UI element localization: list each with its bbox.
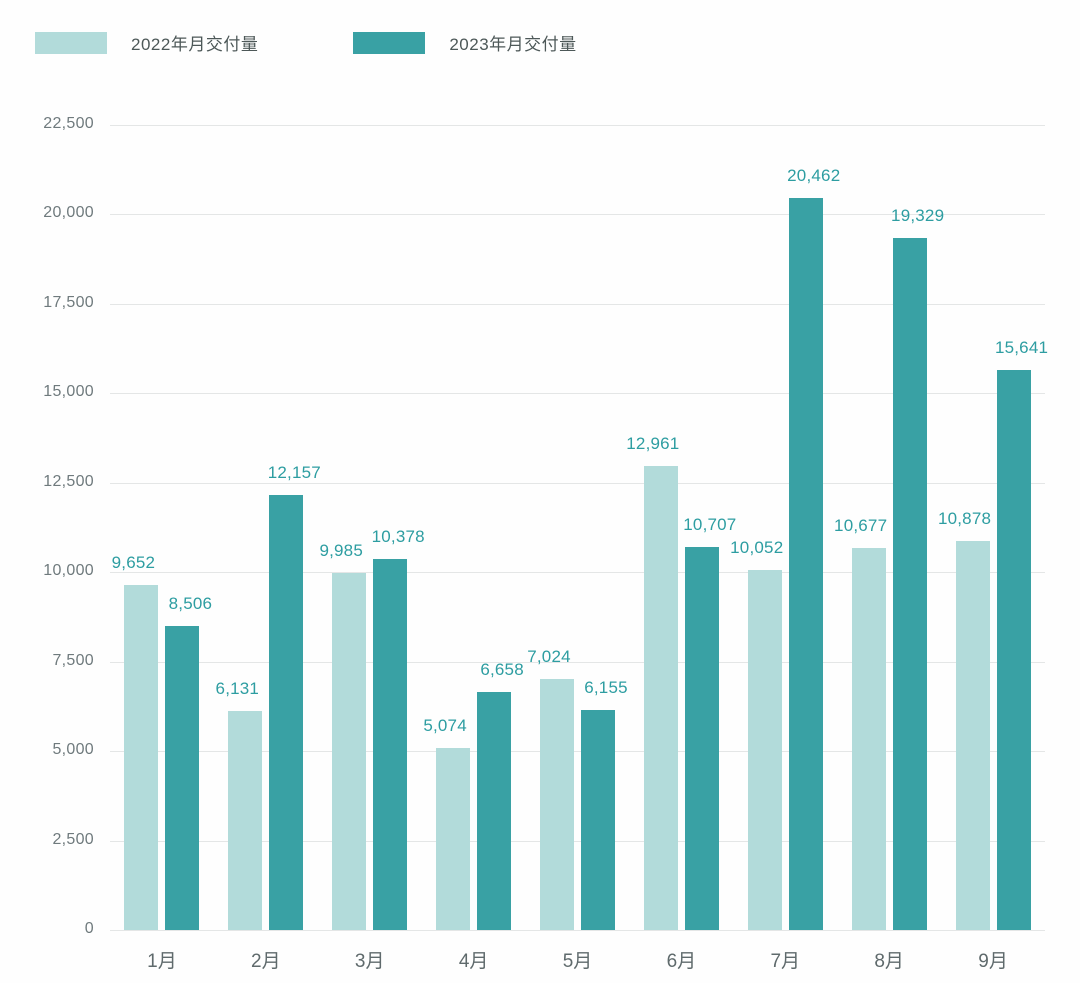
bar-2022年月交付量-3月	[332, 572, 367, 930]
bar-2023年月交付量-9月	[996, 370, 1031, 930]
legend-swatch-2023	[353, 31, 426, 54]
legend-label-2023: 2023年月交付量	[449, 35, 577, 54]
bar-2022年月交付量-9月	[955, 540, 990, 930]
gridline	[110, 393, 1045, 395]
value-label: 10,707	[683, 514, 737, 534]
value-label: 10,878	[937, 508, 992, 528]
legend-item-2023: 2023年月交付量	[353, 30, 576, 55]
gridline	[110, 214, 1045, 216]
y-axis-tick-label: 5,000	[52, 741, 94, 759]
value-label: 10,378	[371, 526, 425, 546]
value-label: 6,155	[584, 677, 628, 697]
bar-2022年月交付量-6月	[643, 466, 678, 930]
y-axis-tick-label: 15,000	[43, 383, 94, 401]
bar-2023年月交付量-3月	[373, 558, 408, 930]
gridline	[110, 661, 1045, 663]
value-label: 20,462	[787, 165, 841, 185]
bar-2023年月交付量-6月	[684, 546, 719, 930]
bar-2023年月交付量-5月	[581, 709, 615, 930]
y-axis-tick-label: 10,000	[43, 562, 94, 580]
y-axis-tick-label: 0	[84, 920, 94, 937]
legend: 2022年月交付量 2023年月交付量	[35, 30, 672, 55]
value-label: 10,677	[834, 516, 888, 535]
value-label: 7,024	[527, 646, 571, 666]
legend-swatch-2022	[35, 31, 107, 54]
bar-2023年月交付量-2月	[269, 495, 304, 930]
legend-label-2022: 2022年月交付量	[131, 35, 259, 54]
x-axis-tick-label: 7月	[770, 951, 801, 972]
y-axis-tick-label: 12,500	[43, 472, 94, 490]
value-label: 9,652	[111, 552, 156, 572]
x-axis-tick-label: 4月	[458, 951, 489, 972]
y-axis-tick-label: 20,000	[43, 204, 94, 222]
bar-2022年月交付量-4月	[436, 748, 471, 930]
x-axis-tick-label: 5月	[562, 951, 593, 972]
value-label: 6,131	[215, 678, 260, 698]
bar-2022年月交付量-1月	[124, 584, 159, 930]
gridline	[110, 303, 1045, 305]
x-axis-tick-label: 1月	[147, 951, 177, 972]
x-axis-tick-label: 9月	[978, 951, 1008, 972]
gridline	[110, 840, 1045, 842]
x-axis-tick-label: 3月	[354, 951, 385, 972]
bar-2022年月交付量-8月	[851, 548, 886, 930]
gridline	[110, 482, 1045, 484]
value-label: 15,641	[994, 338, 1049, 358]
gridline	[110, 930, 1045, 931]
x-axis-tick-label: 2月	[251, 951, 281, 972]
value-label: 12,961	[626, 434, 680, 454]
bar-2023年月交付量-4月	[477, 691, 512, 930]
y-axis-tick-label: 22,500	[43, 115, 94, 132]
value-label: 9,985	[319, 540, 363, 560]
bar-2023年月交付量-7月	[788, 197, 823, 930]
bar-2023年月交付量-1月	[165, 625, 200, 930]
x-axis-tick-label: 8月	[874, 951, 904, 972]
bar-2022年月交付量-7月	[747, 570, 782, 930]
value-label: 6,658	[480, 659, 524, 679]
x-axis-tick-label: 6月	[666, 951, 697, 972]
value-label: 8,506	[168, 593, 213, 613]
y-axis-tick-label: 17,500	[43, 293, 94, 311]
bar-2022年月交付量-5月	[540, 678, 574, 930]
value-label: 19,329	[891, 206, 945, 226]
legend-item-2022: 2022年月交付量	[35, 30, 258, 55]
value-label: 12,157	[267, 463, 321, 483]
value-label: 5,074	[423, 716, 467, 736]
value-label: 10,052	[730, 538, 784, 558]
gridline	[110, 125, 1045, 126]
gridline	[110, 751, 1045, 753]
bar-2023年月交付量-8月	[892, 238, 927, 930]
bar-2022年月交付量-2月	[228, 710, 263, 930]
y-axis-tick-label: 7,500	[52, 651, 94, 669]
y-axis-tick-label: 2,500	[52, 830, 94, 848]
gridline	[110, 572, 1045, 574]
